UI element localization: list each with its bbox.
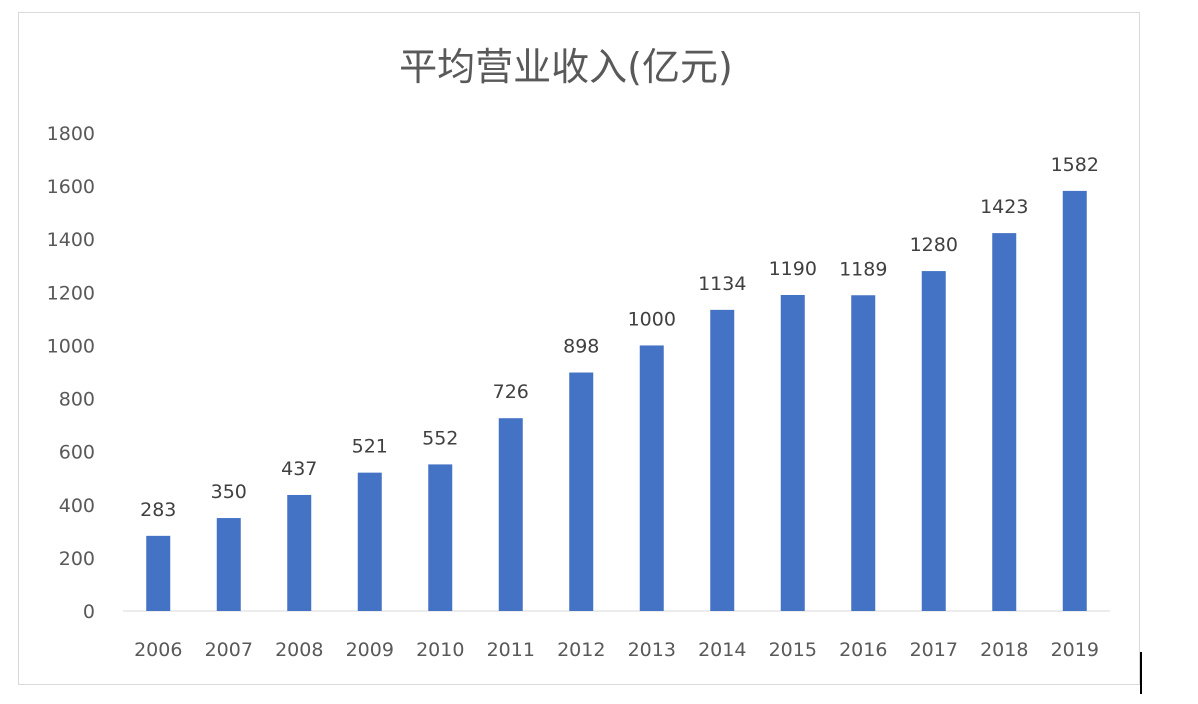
bar-2015 bbox=[780, 294, 805, 611]
data-label-2013: 1000 bbox=[628, 308, 676, 330]
bar-2019 bbox=[1062, 190, 1087, 611]
data-label-2016: 1189 bbox=[839, 258, 887, 280]
data-label-2014: 1134 bbox=[698, 273, 746, 295]
x-tick-label-2017: 2017 bbox=[910, 639, 958, 661]
data-label-2011: 726 bbox=[493, 381, 529, 403]
x-tick-label-2009: 2009 bbox=[346, 639, 394, 661]
y-tick-label: 1600 bbox=[47, 176, 95, 198]
data-labels: 283 350 437 521 552 726 898 1000 1134 1190 1189 128… bbox=[140, 154, 1099, 521]
data-label-2017: 1280 bbox=[910, 234, 958, 256]
data-label-2015: 1190 bbox=[769, 258, 817, 280]
x-tick-label-2012: 2012 bbox=[557, 639, 605, 661]
bar-2018 bbox=[992, 233, 1017, 611]
y-tick-label: 800 bbox=[59, 389, 95, 411]
bar-2006 bbox=[146, 535, 171, 611]
bar-2017 bbox=[921, 271, 946, 611]
x-tick-label-2018: 2018 bbox=[980, 639, 1028, 661]
x-tick-label-2015: 2015 bbox=[769, 639, 817, 661]
bar-2009 bbox=[357, 472, 382, 611]
bar-2014 bbox=[710, 309, 735, 611]
x-tick-label-2010: 2010 bbox=[416, 639, 464, 661]
bar-2011 bbox=[498, 418, 523, 611]
edge-divider bbox=[1140, 652, 1142, 694]
bar-2010 bbox=[428, 464, 453, 611]
data-label-2006: 283 bbox=[140, 499, 176, 521]
bar-2016 bbox=[851, 295, 876, 611]
x-tick-label-2013: 2013 bbox=[628, 639, 676, 661]
y-axis-ticks: 0 200 400 600 800 1000 1200 1400 1600 1800 bbox=[47, 123, 95, 623]
x-tick-label-2006: 2006 bbox=[134, 639, 182, 661]
bar-2012 bbox=[569, 372, 594, 611]
y-tick-label: 1400 bbox=[47, 229, 95, 251]
bar-2007 bbox=[216, 518, 241, 611]
y-tick-label: 0 bbox=[83, 601, 95, 623]
chart-title: 平均营业收入(亿元) bbox=[399, 45, 733, 89]
x-tick-label-2008: 2008 bbox=[275, 639, 323, 661]
y-tick-label: 1000 bbox=[47, 335, 95, 357]
y-tick-label: 1800 bbox=[47, 123, 95, 145]
y-tick-label: 600 bbox=[59, 442, 95, 464]
data-label-2019: 1582 bbox=[1051, 154, 1099, 176]
bar-2013 bbox=[639, 345, 664, 611]
x-axis-ticks: 2006 2007 2008 2009 2010 2011 2012 2013 2014 2015… bbox=[134, 639, 1099, 661]
bars bbox=[146, 190, 1087, 611]
data-label-2008: 437 bbox=[281, 458, 317, 480]
x-tick-label-2014: 2014 bbox=[698, 639, 746, 661]
x-tick-label-2016: 2016 bbox=[839, 639, 887, 661]
data-label-2009: 521 bbox=[352, 436, 388, 458]
data-label-2012: 898 bbox=[563, 336, 599, 358]
y-tick-label: 1200 bbox=[47, 282, 95, 304]
data-label-2010: 552 bbox=[422, 427, 458, 449]
x-tick-label-2011: 2011 bbox=[487, 639, 535, 661]
y-tick-label: 200 bbox=[59, 548, 95, 570]
y-tick-label: 400 bbox=[59, 495, 95, 517]
data-label-2018: 1423 bbox=[980, 196, 1028, 218]
data-label-2007: 350 bbox=[211, 481, 247, 503]
x-tick-label-2019: 2019 bbox=[1051, 639, 1099, 661]
bar-2008 bbox=[287, 494, 312, 611]
x-tick-label-2007: 2007 bbox=[205, 639, 253, 661]
